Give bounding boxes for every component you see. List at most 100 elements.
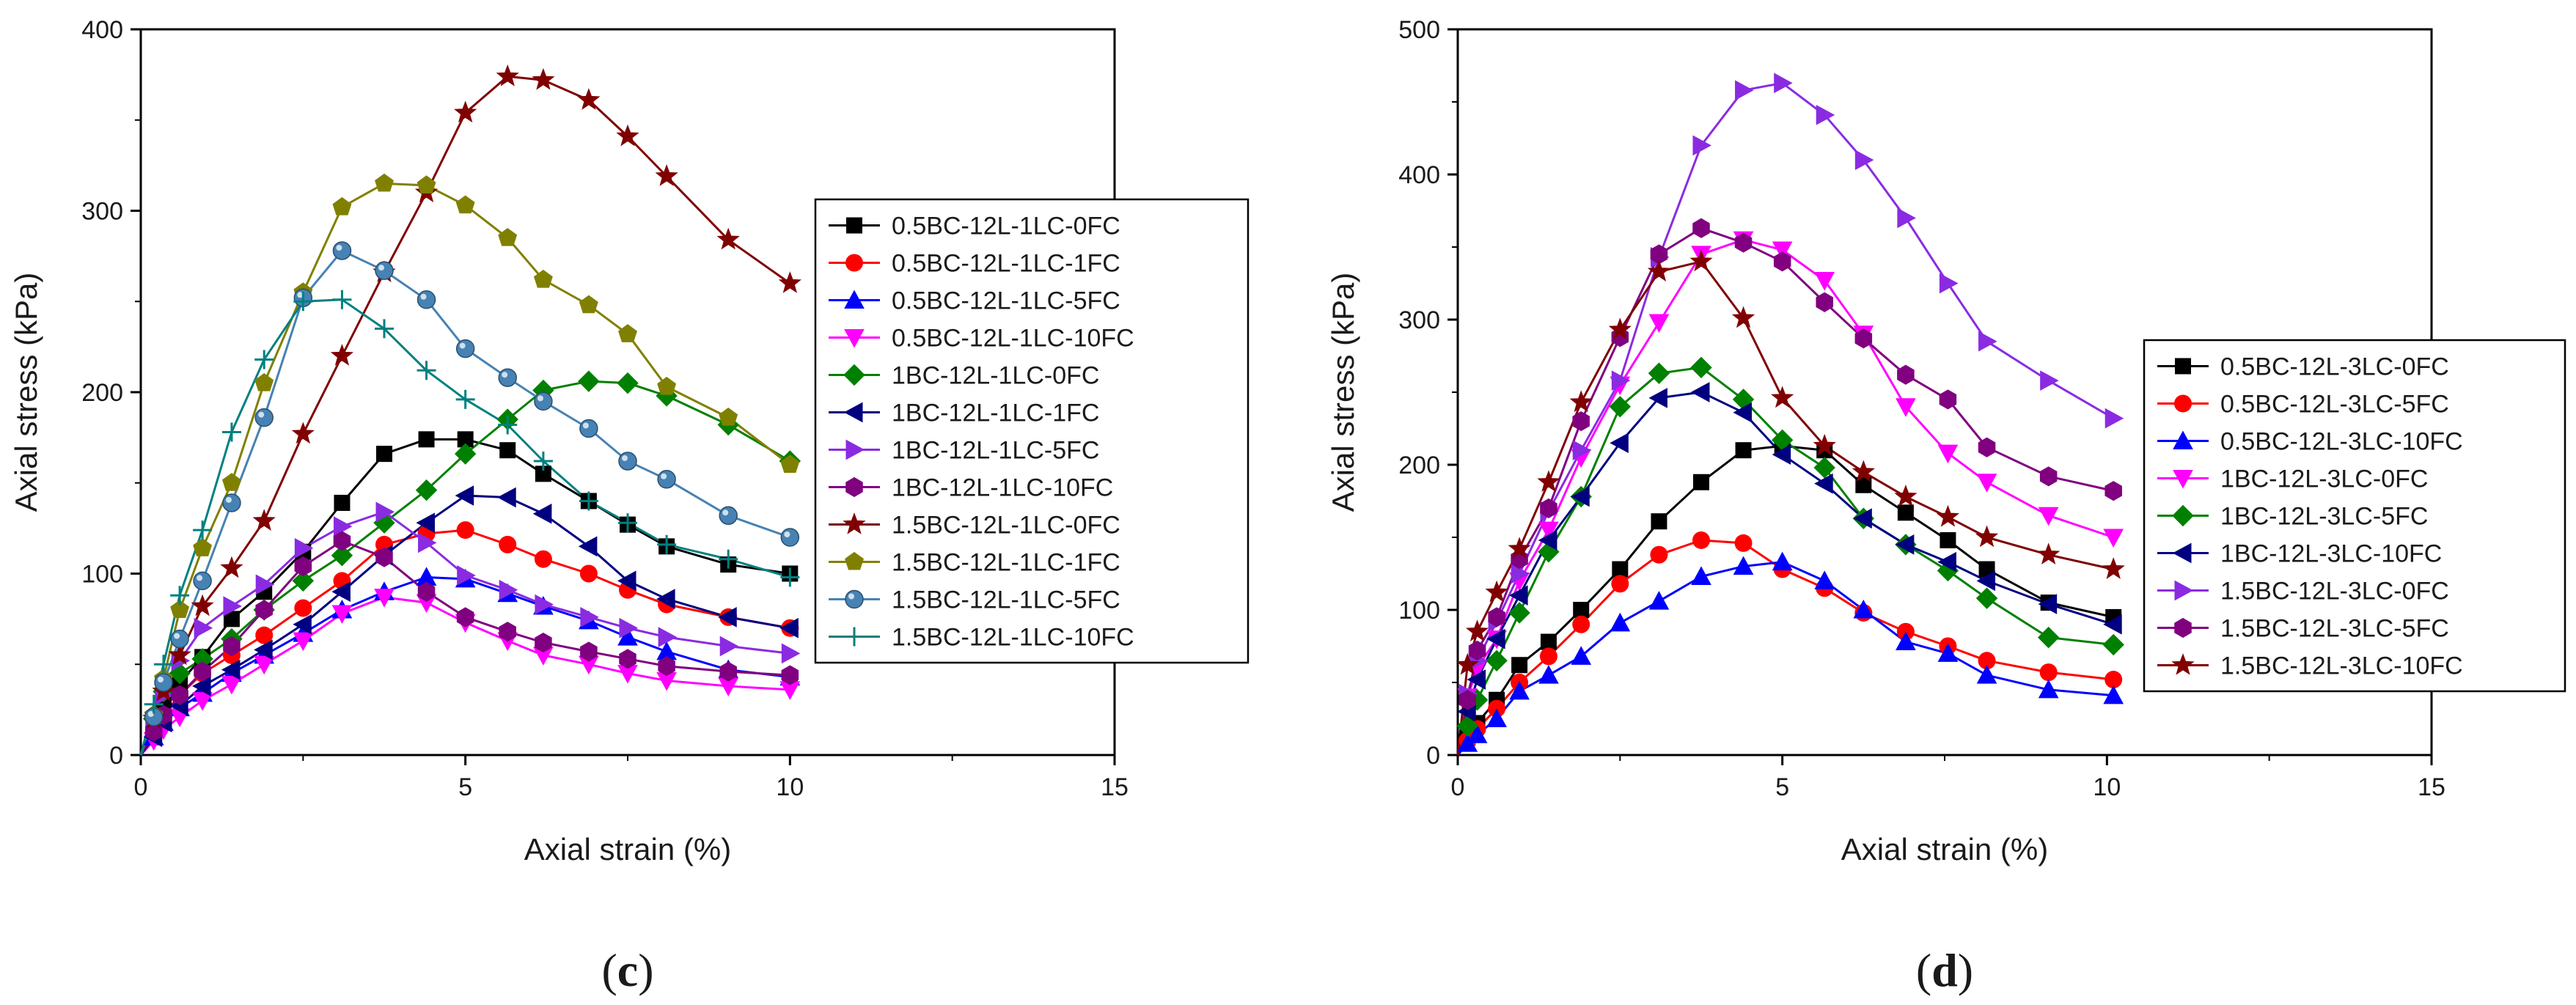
data-point	[719, 506, 738, 526]
data-point	[221, 659, 241, 680]
data-point	[331, 581, 351, 603]
legend-marker	[2171, 653, 2195, 675]
chart-panel-c: 0 5 10 15 0 100 200 300 400 Axial strain (%) Axi…	[9, 16, 1250, 996]
data-point-highlight	[174, 633, 180, 639]
data-point	[1651, 513, 1667, 530]
data-point	[1690, 356, 1712, 379]
data-point	[1937, 643, 1959, 662]
y-tick-label: 100	[1398, 597, 1440, 625]
data-point	[1814, 570, 1835, 589]
legend-marker	[2174, 580, 2194, 601]
data-point	[2105, 408, 2124, 429]
data-point	[254, 639, 273, 660]
data-point	[193, 538, 213, 556]
data-point	[498, 228, 518, 246]
data-point	[293, 292, 313, 312]
data-point	[170, 629, 189, 649]
data-point	[221, 422, 241, 442]
data-point	[1813, 457, 1835, 479]
data-point	[1540, 498, 1557, 518]
data-point	[1975, 525, 1999, 548]
data-point	[455, 485, 474, 506]
series-markers	[1456, 73, 2125, 752]
data-point	[2102, 633, 2124, 656]
legend-label: 1BC-12L-1LC-0FC	[892, 362, 1099, 390]
data-point	[535, 465, 551, 482]
data-point	[418, 431, 435, 448]
data-point	[291, 421, 315, 444]
data-point	[1689, 249, 1713, 272]
data-point	[1896, 398, 1916, 417]
data-point	[455, 389, 475, 409]
data-point	[332, 290, 352, 309]
legend-label: 1BC-12L-1LC-1FC	[892, 400, 1099, 427]
data-point-highlight	[784, 531, 790, 537]
data-point	[1573, 602, 1590, 618]
legend-label: 1BC-12L-1LC-5FC	[892, 437, 1099, 465]
data-point-highlight	[722, 509, 729, 516]
data-point	[1648, 314, 1670, 334]
x-tick-label: 0	[1451, 773, 1465, 801]
data-point	[1468, 640, 1486, 661]
data-point	[719, 661, 737, 682]
legend-marker	[2174, 617, 2192, 638]
data-point	[1814, 272, 1835, 291]
data-point	[254, 408, 274, 427]
legend: 0.5BC-12L-3LC-0FC 0.5BC-12L-3LC-5FC 0.5BC-…	[2143, 339, 2566, 693]
legend-marker	[2172, 542, 2192, 564]
data-point	[1940, 531, 1956, 548]
data-point	[417, 175, 436, 194]
y-tick-label: 400	[81, 16, 123, 44]
data-point	[1610, 432, 1629, 454]
data-point-highlight	[622, 455, 628, 462]
data-point	[499, 622, 516, 642]
data-point	[1936, 504, 1960, 527]
data-point	[533, 269, 553, 288]
data-point	[1609, 396, 1632, 418]
data-point	[1731, 306, 1755, 328]
panel-caption-letter: c	[617, 944, 638, 996]
data-point	[220, 556, 243, 578]
data-point	[780, 567, 800, 587]
data-point	[375, 501, 395, 523]
data-point	[498, 415, 518, 435]
data-point	[658, 656, 675, 677]
legend-label: 0.5BC-12L-1LC-10FC	[892, 325, 1134, 353]
legend-marker	[2175, 358, 2191, 375]
data-point-highlight	[378, 265, 384, 271]
data-point	[2105, 481, 2122, 501]
data-point-highlight	[661, 473, 667, 479]
data-point	[534, 550, 552, 568]
data-point	[617, 570, 636, 592]
data-point	[1456, 652, 1479, 675]
data-point	[168, 643, 191, 666]
data-point	[292, 570, 315, 592]
data-point	[192, 676, 211, 696]
data-point-highlight	[225, 496, 232, 503]
data-point	[192, 692, 213, 711]
data-point	[1733, 402, 1753, 423]
data-point	[579, 295, 598, 314]
data-point	[331, 545, 353, 567]
data-point	[2037, 542, 2061, 565]
data-point	[153, 655, 173, 674]
data-point	[1467, 669, 1486, 690]
data-point	[1486, 649, 1508, 672]
data-point	[1509, 585, 1528, 606]
data-point	[1894, 485, 1918, 507]
data-point	[1692, 135, 1712, 156]
data-point	[1976, 474, 1997, 493]
y-axis-label: Axial stress (kPa)	[9, 273, 43, 512]
x-tick-label: 15	[2418, 773, 2445, 801]
data-point-highlight	[502, 372, 508, 378]
data-point	[255, 600, 273, 620]
data-point	[170, 600, 190, 619]
data-point	[655, 164, 678, 186]
data-point	[1537, 470, 1560, 493]
x-tick-label: 10	[2093, 773, 2121, 801]
data-point	[333, 531, 351, 551]
data-point	[1538, 521, 1559, 541]
data-point	[577, 88, 601, 110]
data-point	[499, 579, 518, 600]
